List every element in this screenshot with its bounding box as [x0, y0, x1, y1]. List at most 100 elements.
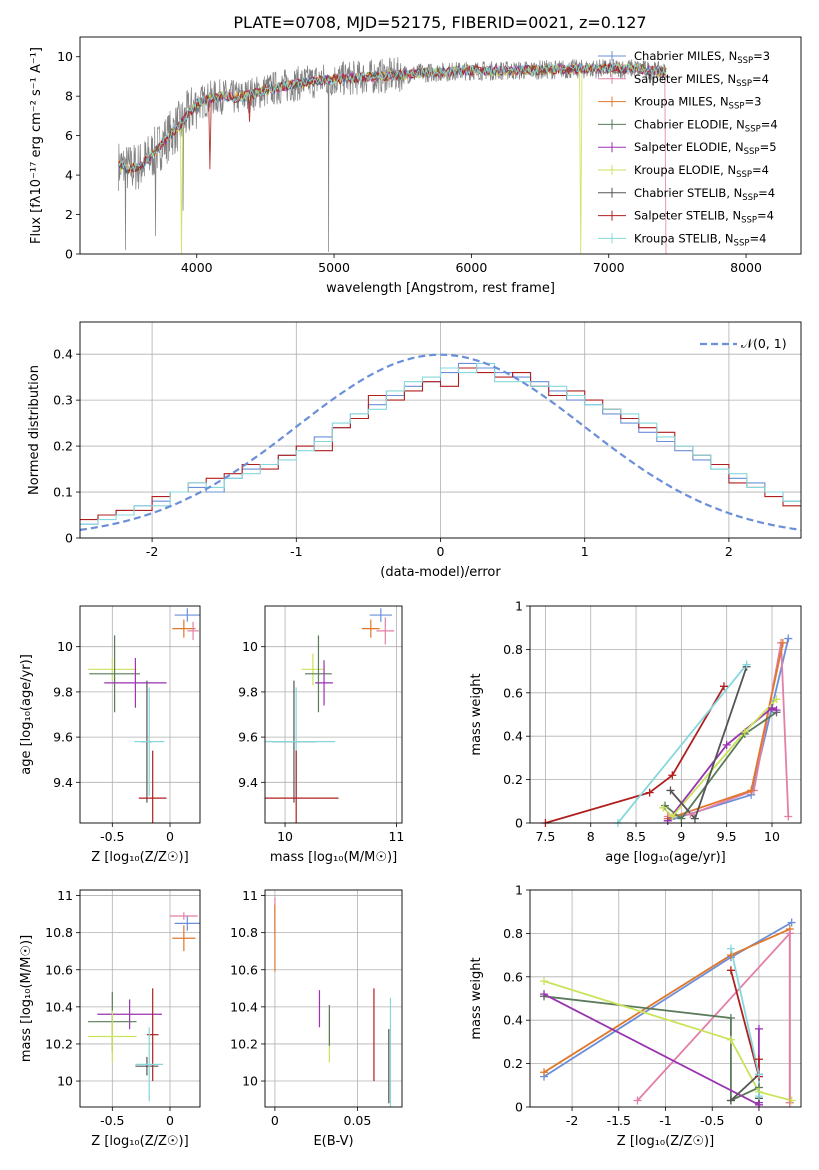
- y-tick-label: 10.8: [45, 925, 73, 940]
- weight-marker: [686, 810, 695, 819]
- weight-marker: [772, 695, 781, 704]
- x-tick-label: 11: [388, 829, 404, 844]
- y-tick-label: 0.8: [503, 926, 523, 941]
- weight-marker: [747, 786, 756, 795]
- panel-weight-age: 7.5 8 8.5 9 9.5 10 0 0.2 0.4 0.6 0.8 1 age [log₁₀(ag…: [469, 599, 802, 865]
- x-tick-label: 10: [764, 829, 780, 844]
- legend-entry: Kroupa STELIB, NSSP=4: [634, 231, 766, 248]
- x-axis-label: age [log₁₀(age/yr)]: [605, 850, 726, 865]
- weight-marker: [778, 638, 787, 647]
- x-tick-label: -2: [566, 1113, 578, 1128]
- y-tick-label: 10: [57, 1074, 73, 1089]
- normal-curve: [80, 353, 801, 531]
- x-tick-label: 8000: [730, 260, 762, 275]
- legend-entry: Chabrier STELIB, NSSP=4: [634, 186, 775, 203]
- weight-marker: [690, 814, 699, 823]
- weight-marker: [772, 706, 781, 715]
- y-axis-label: mass [log₁₀(M/M☉)]: [19, 935, 34, 1062]
- weight-marker: [740, 727, 749, 736]
- plot-area: [80, 353, 801, 531]
- weight-marker: [754, 1092, 763, 1101]
- x-tick-label: 1: [581, 544, 589, 559]
- y-tick-label: 10: [242, 1074, 258, 1089]
- weight-marker: [719, 682, 728, 691]
- axes-frame: [79, 36, 802, 255]
- legend-entry: Salpeter STELIB, NSSP=4: [634, 209, 774, 226]
- legend-entry: Salpeter ELODIE, NSSP=5: [634, 140, 777, 157]
- x-tick-label: 8: [587, 829, 595, 844]
- weight-marker: [754, 1070, 763, 1079]
- x-tick-label: 0: [437, 544, 445, 559]
- weight-marker: [668, 812, 677, 821]
- y-tick-label: 0.6: [503, 685, 523, 700]
- weight-line: [617, 664, 748, 823]
- y-tick-label: 0.2: [503, 1056, 523, 1071]
- weight-marker: [726, 1096, 735, 1105]
- y-tick-label: 0: [65, 247, 73, 262]
- weight-marker: [754, 1055, 763, 1064]
- axes-frame: [79, 321, 802, 539]
- weight-line: [664, 711, 778, 820]
- weight-marker: [726, 944, 735, 953]
- y-tick-label: 1: [515, 599, 523, 614]
- x-tick-label: 0: [755, 1113, 763, 1128]
- x-tick-label: 9: [677, 829, 685, 844]
- y-tick-label: 10: [57, 49, 73, 64]
- y-tick-label: 10.8: [230, 925, 258, 940]
- axes-frame: [529, 889, 802, 1108]
- x-axis-label: Z [log₁₀(Z/Z☉)]: [91, 1134, 188, 1149]
- weight-marker: [677, 814, 686, 823]
- y-tick-label: 10: [57, 639, 73, 654]
- y-tick-label: 11: [57, 888, 73, 903]
- y-axis-label: Flux [fλ10⁻¹⁷ erg cm⁻² s⁻¹ A⁻¹]: [29, 47, 44, 244]
- histogram-step: [80, 362, 801, 525]
- weight-marker: [633, 1096, 642, 1105]
- x-tick-label: -0.5: [700, 1113, 724, 1128]
- x-tick-label: 10: [277, 829, 293, 844]
- legend-entry: Chabrier ELODIE, NSSP=4: [634, 117, 778, 134]
- y-tick-label: 10: [242, 639, 258, 654]
- panel-age-Z: -0.5 0 9.4 9.6 9.8 10 Z [log₁₀(Z/Z☉)] age [log₁…: [19, 605, 201, 865]
- y-tick-label: 0.2: [53, 439, 73, 454]
- weight-marker: [726, 1035, 735, 1044]
- weight-marker: [726, 966, 735, 975]
- panel-spectrum: 4000 5000 6000 7000 8000 0 2 4 6 8 10 wavelength [A…: [29, 36, 802, 296]
- y-tick-label: 0.3: [53, 393, 73, 408]
- weight-marker: [722, 740, 731, 749]
- weight-line: [662, 698, 778, 818]
- weight-line: [545, 685, 725, 823]
- y-tick-label: 1: [515, 883, 523, 898]
- panel-mass-Z: -0.5 0 10 10.2 10.4 10.6 10.8 11 Z [log₁₀(Z/Z☉)]…: [19, 888, 201, 1149]
- y-tick-label: 0: [65, 531, 73, 546]
- x-axis-label: mass [log₁₀(M/M☉)]: [270, 850, 397, 865]
- y-tick-label: 0.4: [503, 729, 523, 744]
- x-tick-label: 7000: [593, 260, 625, 275]
- y-tick-label: 10.6: [230, 962, 258, 977]
- y-tick-label: 0.8: [503, 642, 523, 657]
- y-tick-label: 10.6: [45, 962, 73, 977]
- x-tick-label: 4000: [181, 260, 213, 275]
- x-axis-label: Z [log₁₀(Z/Z☉)]: [617, 1134, 714, 1149]
- y-tick-label: 0.4: [503, 1013, 523, 1028]
- y-axis-label: mass weight: [469, 957, 484, 1039]
- y-tick-label: 0.1: [53, 485, 73, 500]
- plot-area: [543, 921, 793, 1107]
- weight-line: [543, 995, 760, 1102]
- x-tick-label: -0.5: [100, 1113, 124, 1128]
- x-tick-label: 0: [271, 1113, 279, 1128]
- weight-marker: [754, 1024, 763, 1033]
- weight-marker: [540, 977, 549, 986]
- plot-area: [118, 57, 667, 254]
- weight-line: [543, 993, 760, 1107]
- weight-marker: [666, 786, 675, 795]
- y-tick-label: 0.6: [503, 969, 523, 984]
- weight-marker: [663, 816, 672, 825]
- spectrum-data-line: [118, 57, 667, 253]
- plot-area: [265, 608, 395, 823]
- x-tick-label: 0: [166, 1113, 174, 1128]
- x-tick-label: -1: [290, 544, 302, 559]
- y-axis-label: age [log₁₀(age/yr)]: [19, 654, 34, 775]
- weight-marker: [787, 1096, 796, 1105]
- weight-marker: [767, 703, 776, 712]
- weight-marker: [784, 812, 793, 821]
